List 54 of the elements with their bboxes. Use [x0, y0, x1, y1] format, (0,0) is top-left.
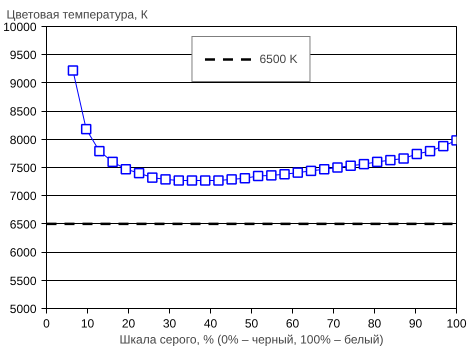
y-tick-label: 10000: [3, 20, 37, 34]
point: [266, 170, 277, 181]
point: [120, 164, 132, 174]
point: [186, 175, 198, 186]
y-tick-label: 6500: [10, 217, 37, 232]
point: [306, 166, 316, 176]
y-tick-label: 9500: [10, 48, 37, 62]
y-tick-label: 6000: [10, 246, 37, 260]
x-tick-label: 80: [368, 316, 382, 330]
x-tick-label: 30: [162, 316, 176, 330]
point: [398, 153, 409, 164]
y-tick-label: 5000: [10, 302, 37, 316]
point: [252, 170, 264, 182]
point: [94, 146, 105, 156]
x-tick-label: 90: [408, 316, 422, 330]
y-axis-title: Цветовая температура, К: [6, 8, 148, 22]
point: [438, 140, 449, 152]
x-tick-label: 50: [244, 316, 258, 330]
y-tick-label: 8000: [10, 132, 37, 147]
point: [134, 168, 144, 178]
x-tick-label: 60: [286, 316, 300, 330]
y-tick-label: 9000: [10, 76, 37, 90]
point: [358, 158, 370, 170]
point: [372, 156, 382, 168]
x-tick-label: 40: [204, 316, 218, 330]
y-tick-label: 7000: [10, 189, 37, 204]
point: [80, 124, 92, 134]
point: [107, 156, 118, 168]
point: [240, 172, 250, 184]
y-tick-label: 8500: [10, 104, 37, 119]
point: [226, 174, 237, 185]
x-tick-label: 10: [80, 316, 94, 330]
point: [174, 175, 184, 186]
point: [424, 146, 436, 156]
y-tick-label: 5500: [10, 274, 37, 288]
point: [279, 169, 290, 180]
x-tick-label: 100: [446, 316, 467, 330]
point: [68, 65, 78, 76]
x-tick-label: 70: [326, 316, 340, 330]
point: [213, 175, 224, 186]
point: [345, 160, 356, 172]
point: [385, 154, 396, 166]
point: [318, 164, 330, 174]
point: [332, 162, 343, 173]
point: [200, 175, 210, 186]
point: [160, 174, 171, 185]
point: [147, 172, 158, 183]
y-tick-label: 7500: [10, 161, 37, 175]
x-tick-label: 20: [122, 316, 136, 330]
point: [412, 148, 422, 160]
x-tick-label: 0: [43, 316, 50, 330]
point: [292, 167, 304, 178]
legend-label: 6500 K: [259, 52, 298, 66]
x-axis-title: Шкала серого, % (0% – черный, 100% – белый): [120, 332, 384, 346]
